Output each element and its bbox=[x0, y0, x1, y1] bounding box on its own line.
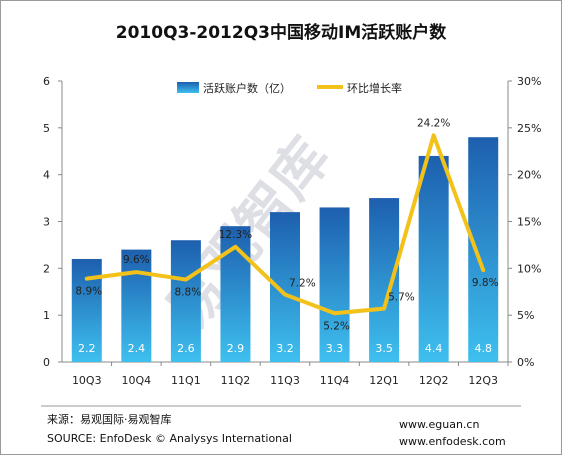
y-right-tick-label: 30% bbox=[517, 75, 541, 88]
line-value-label: 8.9% bbox=[75, 286, 102, 298]
bar bbox=[170, 240, 201, 362]
legend-bar-swatch bbox=[177, 82, 199, 93]
y-right-tick-label: 10% bbox=[517, 262, 541, 275]
y-left-tick-label: 1 bbox=[43, 309, 50, 322]
category-label: 11Q4 bbox=[320, 374, 350, 387]
growth-rate-line bbox=[84, 133, 486, 316]
bar-value-labels: 2.2 2.4 2.6 2.9 3.2 3.3 3.5 4.4 4.8 bbox=[78, 342, 492, 355]
bar bbox=[121, 249, 152, 362]
line-value-label: 8.8% bbox=[175, 287, 202, 299]
bar-value-label: 4.4 bbox=[425, 342, 443, 355]
category-label: 12Q2 bbox=[419, 374, 449, 387]
source-url-2: www.enfodesk.com bbox=[399, 435, 506, 448]
source-line-2: SOURCE: EnfoDesk © Analysys Internationa… bbox=[47, 432, 292, 445]
line-value-labels: 8.9% 9.6% 8.8% 12.3% 7.2% 5.2% 5.7% 24.2% 9.8% bbox=[75, 117, 498, 332]
bar bbox=[319, 207, 350, 362]
y-right-tick-label: 5% bbox=[517, 309, 534, 322]
bar-value-label: 3.2 bbox=[276, 342, 294, 355]
bar-value-label: 2.2 bbox=[78, 342, 96, 355]
y-left-tick-label: 5 bbox=[43, 122, 50, 135]
y-left-tick-label: 2 bbox=[43, 262, 50, 275]
y-left-tick-label: 4 bbox=[43, 169, 50, 182]
line-series bbox=[84, 133, 486, 316]
chart-title: 2010Q3-2012Q3中国移动IM活跃账户数 bbox=[116, 22, 447, 43]
line-value-label: 5.2% bbox=[323, 320, 350, 332]
line-value-label: 7.2% bbox=[289, 278, 316, 290]
y-left-tick-label: 6 bbox=[43, 75, 50, 88]
bar-series bbox=[71, 137, 499, 362]
bar bbox=[369, 198, 400, 362]
category-label: 11Q1 bbox=[171, 374, 201, 387]
bar bbox=[468, 137, 499, 362]
bar-value-label: 2.9 bbox=[227, 342, 245, 355]
category-label: 12Q3 bbox=[468, 374, 498, 387]
bar-value-label: 3.5 bbox=[375, 342, 393, 355]
bar-value-label: 2.6 bbox=[177, 342, 195, 355]
bar-value-label: 4.8 bbox=[474, 342, 492, 355]
category-label: 11Q3 bbox=[270, 374, 300, 387]
y-left-tick-label: 3 bbox=[43, 216, 50, 229]
legend-line-label: 环比增长率 bbox=[347, 81, 402, 95]
line-value-label: 24.2% bbox=[417, 117, 450, 129]
category-label: 12Q1 bbox=[369, 374, 399, 387]
bar bbox=[418, 155, 449, 362]
line-value-label: 5.7% bbox=[388, 292, 415, 304]
y-right-tick-label: 0% bbox=[517, 356, 534, 369]
source-line-1: 来源：易观国际·易观智库 bbox=[47, 412, 172, 426]
category-labels: 10Q3 10Q4 11Q1 11Q2 11Q3 11Q4 12Q1 12Q2 12Q3 bbox=[72, 374, 498, 387]
y-right-tick-label: 15% bbox=[517, 216, 541, 229]
y-left-tick-label: 0 bbox=[43, 356, 50, 369]
source-url-1: www.eguan.cn bbox=[399, 418, 479, 431]
category-label: 10Q3 bbox=[72, 374, 102, 387]
y-right-tick-label: 25% bbox=[517, 122, 541, 135]
y-right-tick-label: 20% bbox=[517, 169, 541, 182]
legend: 活跃账户数（亿） 环比增长率 bbox=[177, 81, 402, 95]
category-label: 11Q2 bbox=[221, 374, 251, 387]
line-value-label: 9.6% bbox=[123, 254, 150, 266]
legend-bar-label: 活跃账户数（亿） bbox=[203, 81, 291, 95]
category-label: 10Q4 bbox=[122, 374, 152, 387]
line-value-label: 9.8% bbox=[472, 277, 499, 289]
line-value-label: 12.3% bbox=[219, 229, 252, 241]
bar-value-label: 3.3 bbox=[326, 342, 344, 355]
bar-value-label: 2.4 bbox=[128, 342, 146, 355]
